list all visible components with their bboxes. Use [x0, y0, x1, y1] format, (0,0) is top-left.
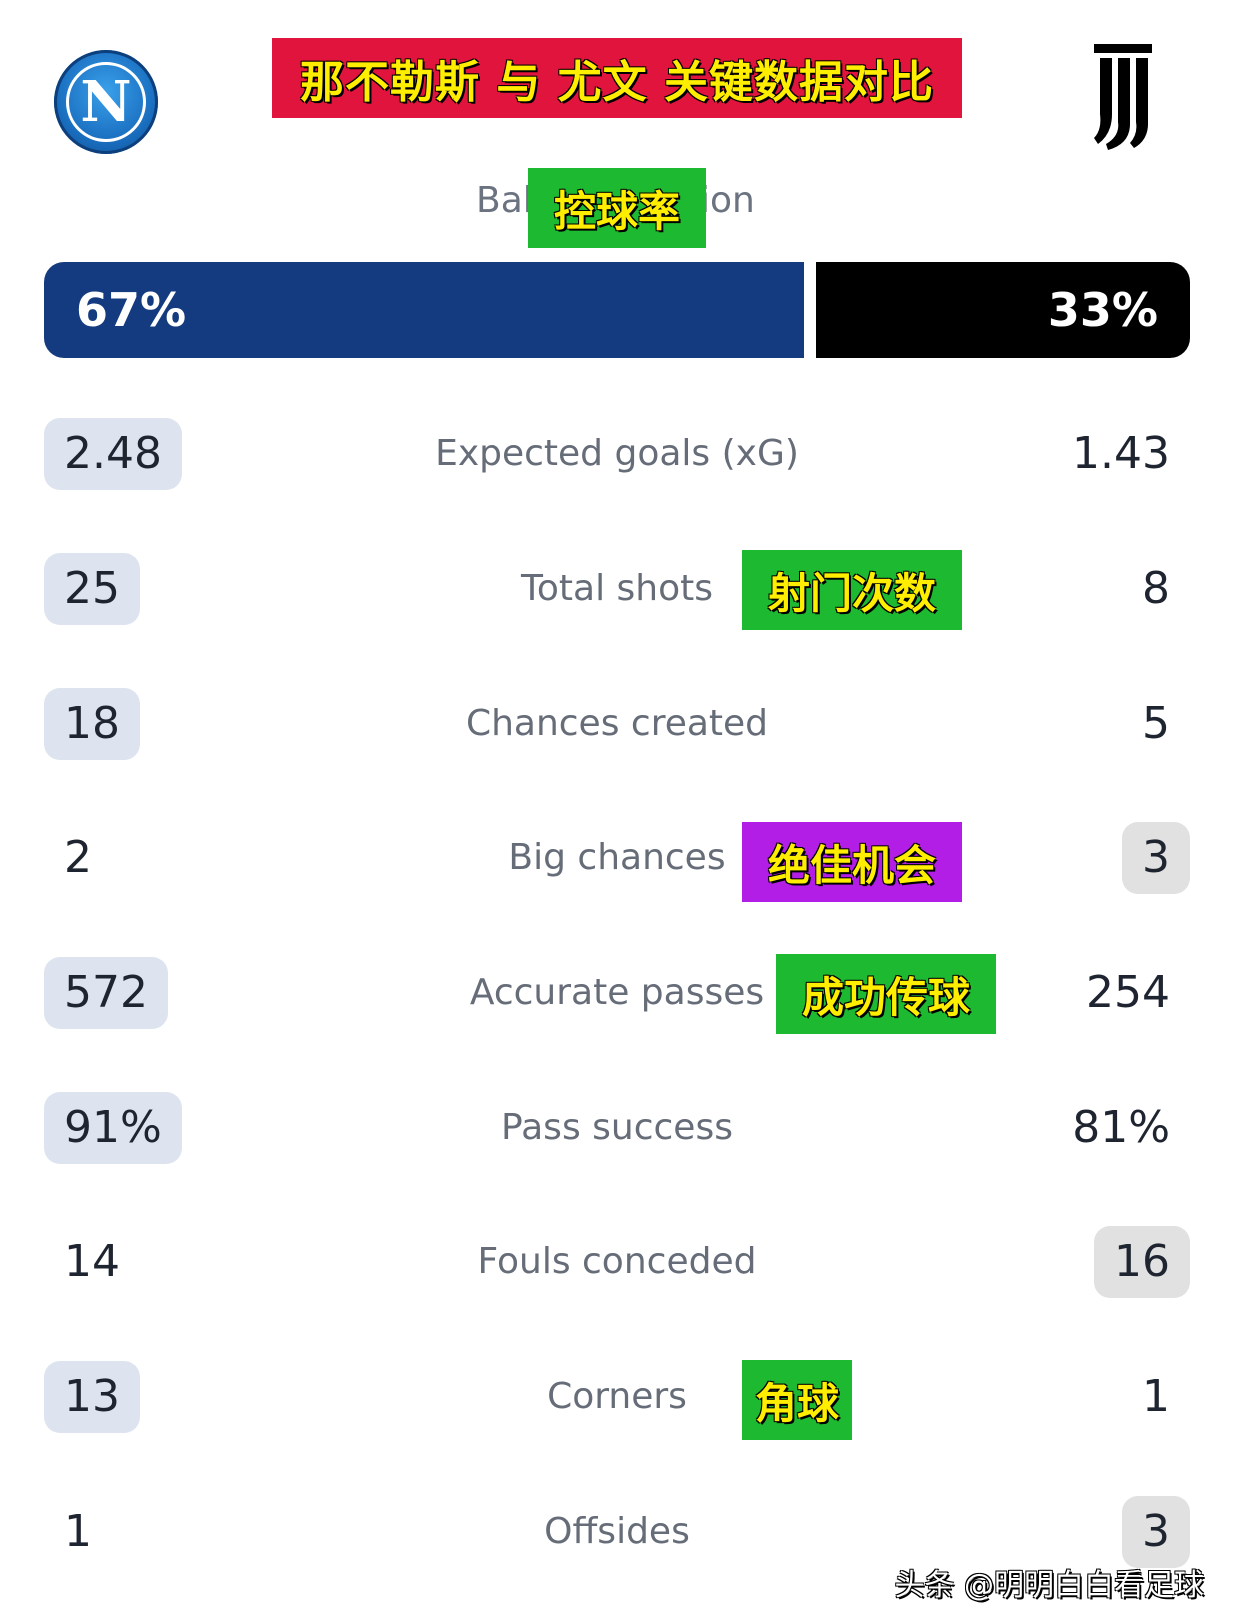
stat-label: Expected goals (xG)	[435, 433, 799, 474]
total-shots-tag-text: 射门次数	[767, 568, 936, 618]
stat-home-value: 18	[44, 688, 140, 760]
stat-row-corners: Corners 13 1	[0, 1361, 1234, 1433]
napoli-logo: N	[54, 50, 158, 154]
stat-away-value: 16	[1094, 1226, 1190, 1298]
page-title: 那不勒斯 与 尤文 关键数据对比	[300, 57, 934, 108]
stat-label: Fouls conceded	[477, 1241, 757, 1282]
watermark: 头条 @明明白白看足球	[894, 1568, 1204, 1603]
possession-home-value: 67%	[76, 283, 187, 337]
stat-away-value: 1	[1142, 1371, 1170, 1422]
stat-row-accurate-passes: Accurate passes 572 254	[0, 957, 1234, 1029]
stat-away-value: 81%	[1072, 1102, 1170, 1153]
possession-label-left: Bal	[476, 180, 533, 221]
stat-home-value: 13	[44, 1361, 140, 1433]
stat-row-xg: Expected goals (xG) 2.48 1.43	[0, 418, 1234, 490]
stat-label: Chances created	[465, 703, 769, 744]
stat-away-value: 1.43	[1072, 428, 1170, 479]
stat-away-value: 3	[1122, 822, 1190, 894]
header: N 那不勒斯 与 尤文 关键数据对比	[0, 0, 1234, 170]
stat-label: Total shots	[521, 568, 713, 609]
possession-bar: 67% 33%	[44, 262, 1190, 358]
stat-home-value: 1	[64, 1506, 92, 1557]
stat-away-value: 254	[1086, 967, 1170, 1018]
possession-away-value: 33%	[1047, 283, 1158, 337]
stat-away-value: 5	[1142, 698, 1170, 749]
total-shots-tag: 射门次数	[742, 550, 962, 630]
napoli-logo-ring	[66, 62, 146, 142]
big-chances-tag-text: 绝佳机会	[767, 840, 936, 890]
stat-label: Pass success	[501, 1107, 733, 1148]
title-banner: 那不勒斯 与 尤文 关键数据对比	[272, 38, 962, 118]
possession-bar-home: 67%	[44, 262, 804, 358]
big-chances-tag: 绝佳机会	[742, 822, 962, 902]
corners-tag-text: 角球	[754, 1378, 839, 1428]
stat-home-value: 2.48	[44, 418, 182, 490]
stat-label: Corners	[547, 1376, 687, 1417]
stat-home-value: 2	[64, 832, 92, 883]
juventus-logo-icon	[1094, 44, 1152, 150]
corners-tag: 角球	[742, 1360, 852, 1440]
possession-label-right: ion	[700, 180, 755, 221]
stat-row-big-chances: Big chances 2 3	[0, 822, 1234, 894]
stat-label: Accurate passes	[469, 972, 765, 1013]
accurate-passes-tag-text: 成功传球	[801, 972, 970, 1022]
possession-bar-away: 33%	[816, 262, 1190, 358]
stat-row-chances-created: Chances created 18 5	[0, 688, 1234, 760]
stat-label: Big chances	[508, 837, 726, 878]
stat-home-value: 91%	[44, 1092, 182, 1164]
stat-row-pass-success: Pass success 91% 81%	[0, 1092, 1234, 1164]
stat-away-value: 3	[1122, 1496, 1190, 1568]
stat-home-value: 14	[64, 1236, 120, 1287]
stat-home-value: 25	[44, 553, 140, 625]
possession-tag: 控球率	[528, 168, 706, 248]
stat-row-fouls-conceded: Fouls conceded 14 16	[0, 1226, 1234, 1298]
napoli-logo-letter: N	[80, 69, 132, 135]
accurate-passes-tag: 成功传球	[776, 954, 996, 1034]
stat-away-value: 8	[1142, 563, 1170, 614]
stat-label: Offsides	[544, 1511, 690, 1552]
stat-home-value: 572	[44, 957, 168, 1029]
possession-tag-text: 控球率	[553, 186, 680, 236]
stat-row-total-shots: Total shots 25 8	[0, 553, 1234, 625]
stat-row-offsides: Offsides 1 3	[0, 1496, 1234, 1568]
